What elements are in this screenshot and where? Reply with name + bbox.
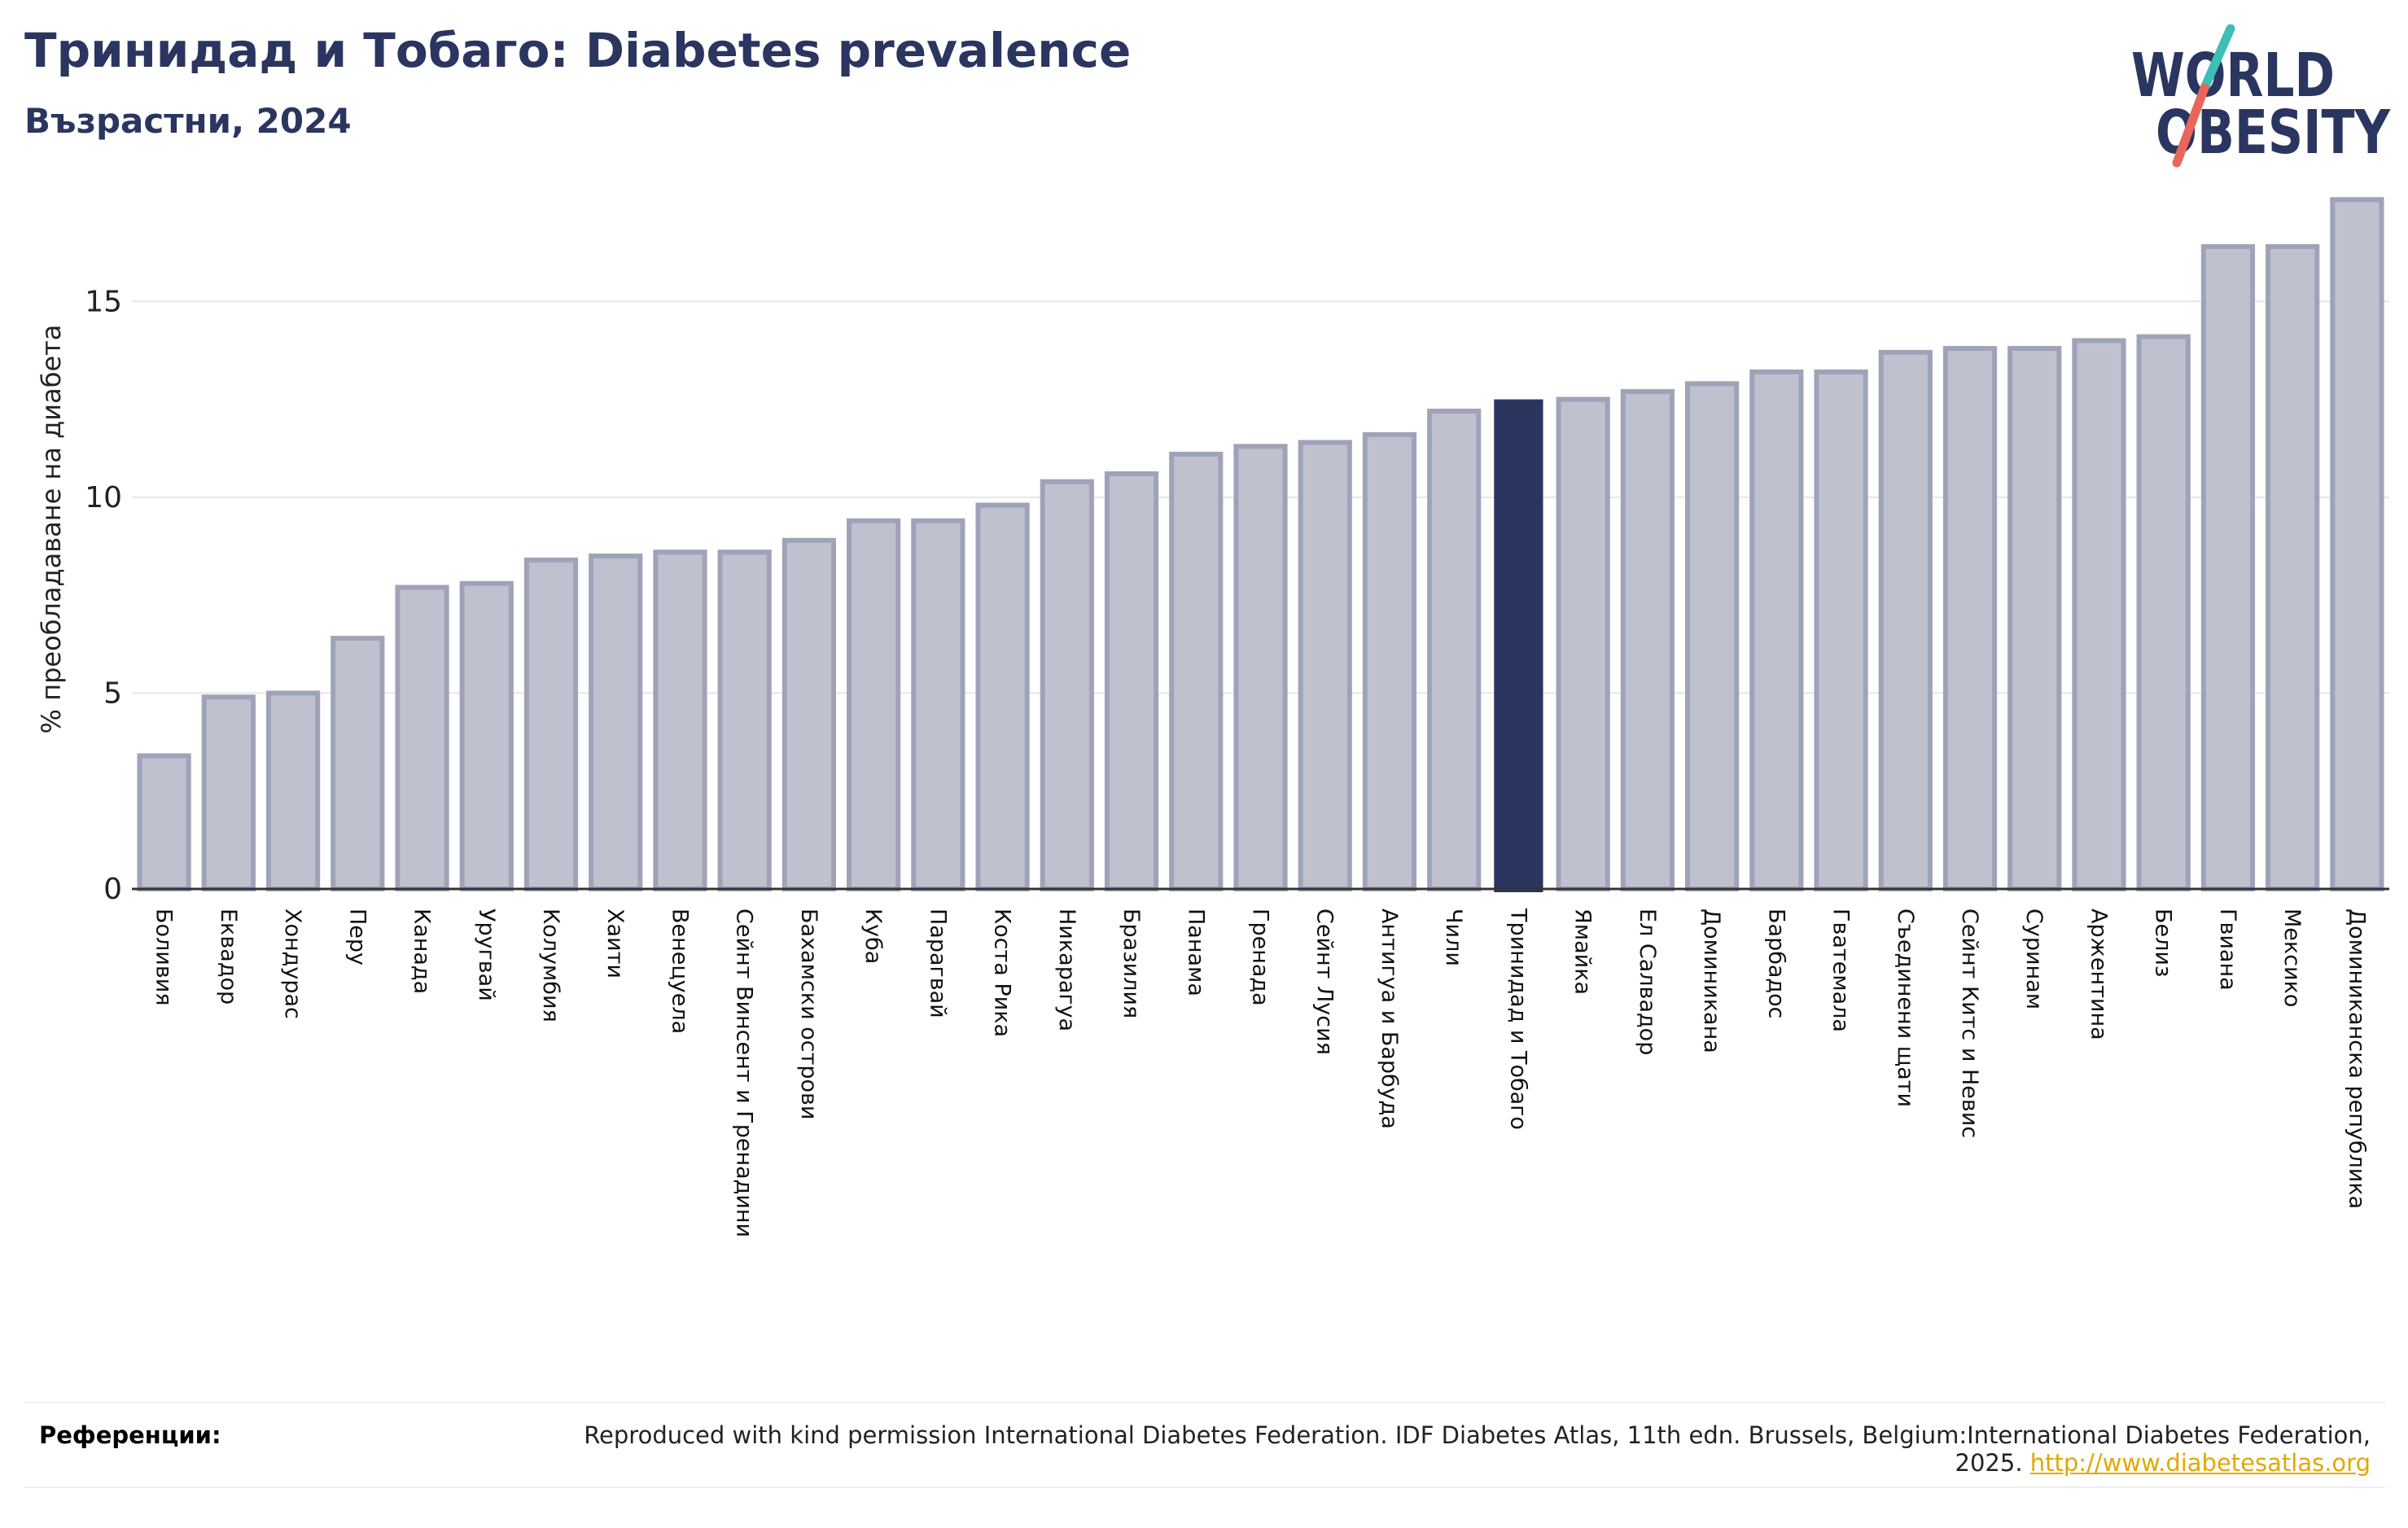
x-tick-label: Куба: [860, 908, 886, 964]
bar: [2266, 243, 2320, 891]
world-obesity-logo: WORLD OBESITY: [2125, 24, 2393, 171]
y-tick-label: 10: [85, 481, 122, 514]
bar: [2007, 346, 2062, 892]
x-tick-label: Гвиана: [2215, 908, 2240, 991]
y-axis-label: % преобладаване на диабета: [36, 325, 67, 734]
bar: [265, 690, 321, 892]
bar: [1684, 381, 1740, 891]
x-tick-label: Панама: [1183, 908, 1208, 996]
x-tick-label: Боливия: [151, 908, 177, 1006]
x-tick-label: Парагвай: [925, 908, 950, 1018]
y-tick-label: 5: [103, 676, 122, 710]
x-tick-label: Гренада: [1248, 908, 1273, 1006]
y-tick-label: 15: [85, 285, 122, 318]
x-tick-label: Хаити: [602, 908, 628, 979]
x-tick-label: Уругвай: [474, 908, 499, 1001]
bar: [1040, 479, 1094, 892]
bar: [782, 537, 837, 891]
bar: [2200, 243, 2256, 891]
bar: [911, 518, 965, 891]
logo-slash-top: [2200, 24, 2235, 93]
bar: [1104, 471, 1159, 891]
x-tick-label: Съединени щати: [1893, 908, 1918, 1107]
bar: [331, 636, 385, 891]
bar: [653, 549, 707, 892]
references-footer: Референции: Reproduced with kind permiss…: [24, 1402, 2385, 1488]
chart-subtitle: Възрастни, 2024: [24, 101, 352, 141]
bar: [1233, 444, 1288, 891]
chart-title: Тринидад и Тобаго: Diabetes prevalence: [24, 23, 1132, 78]
x-tick-label: Венецуела: [667, 908, 692, 1034]
x-tick-label: Гватемала: [1828, 908, 1854, 1032]
bar-chart: 0 5 10 15 Боливия Еквадор Хондурас Перу Канада У…: [36, 197, 2389, 1237]
x-tick-label: Сейнт Винсент и Гренадини: [732, 908, 757, 1237]
bar: [1169, 451, 1224, 891]
x-tick-label: Еквадор: [216, 908, 241, 1005]
bar: [2072, 338, 2126, 891]
bar: [717, 549, 772, 892]
bar: [1298, 440, 1352, 891]
bar: [1556, 396, 1610, 892]
references-link[interactable]: http://www.diabetesatlas.org: [2029, 1449, 2371, 1477]
x-tick-label: Мексико: [2279, 908, 2305, 1007]
bar: [589, 554, 643, 891]
bar: [395, 584, 449, 892]
bar: [523, 557, 579, 892]
x-tick-label: Бахамски острови: [796, 908, 821, 1119]
logo-line1: WORLD: [2131, 41, 2335, 111]
x-tick-label: Ел Салвадор: [1635, 908, 1660, 1055]
bars: [137, 197, 2384, 893]
x-tick-label: Тринидад и Тобаго: [1505, 908, 1530, 1130]
x-tick-label: Бразилия: [1119, 908, 1144, 1018]
x-tick-label: Перу: [344, 908, 370, 965]
bar-highlighted: [1494, 399, 1543, 893]
bar: [1362, 431, 1417, 891]
x-tick-label: Ямайка: [1570, 908, 1596, 995]
references-label: Референции:: [39, 1421, 221, 1449]
bar: [1620, 388, 1675, 892]
bar: [1942, 346, 1998, 892]
bar: [975, 502, 1030, 891]
bar: [1749, 369, 1804, 891]
bar: [1427, 409, 1482, 891]
x-tick-label: Барбадос: [1763, 908, 1788, 1018]
references-body: Reproduced with kind permission Internat…: [584, 1421, 2371, 1477]
x-tick-label: Антигуа и Барбуда: [1377, 908, 1402, 1129]
x-tick-label: Сейнт Лусия: [1312, 908, 1338, 1055]
y-tick-label: 0: [103, 873, 122, 906]
x-tick-label: Доминиканска република: [2344, 908, 2369, 1209]
bar: [201, 694, 256, 891]
x-tick-label: Доминикана: [1699, 908, 1724, 1053]
bar: [459, 580, 514, 891]
x-tick-label: Колумбия: [538, 908, 563, 1022]
x-tick-label: Сейнт Китс и Невис: [1957, 908, 1982, 1138]
bar: [1814, 369, 1868, 891]
x-tick-label: Аржентина: [2086, 908, 2111, 1040]
bar: [2136, 334, 2191, 891]
bar: [137, 753, 191, 892]
logo-slash-bottom: [2172, 83, 2209, 168]
y-tick-labels: 0 5 10 15: [85, 285, 122, 906]
x-tick-label: Никарагуа: [1054, 908, 1079, 1031]
x-tick-label: Хондурас: [280, 908, 305, 1019]
x-tick-labels: Боливия Еквадор Хондурас Перу Канада Уругвай К…: [151, 908, 2370, 1237]
x-tick-label: Канада: [409, 908, 435, 994]
references-text: Reproduced with kind permission Internat…: [580, 1421, 2371, 1477]
bar: [847, 518, 901, 891]
x-tick-label: Чили: [1441, 908, 1466, 966]
x-tick-label: Белиз: [2151, 908, 2176, 977]
bar: [1878, 349, 1933, 891]
x-tick-label: Коста Рика: [990, 908, 1015, 1037]
x-tick-label: Суринам: [2021, 908, 2047, 1009]
bar: [2330, 197, 2384, 891]
